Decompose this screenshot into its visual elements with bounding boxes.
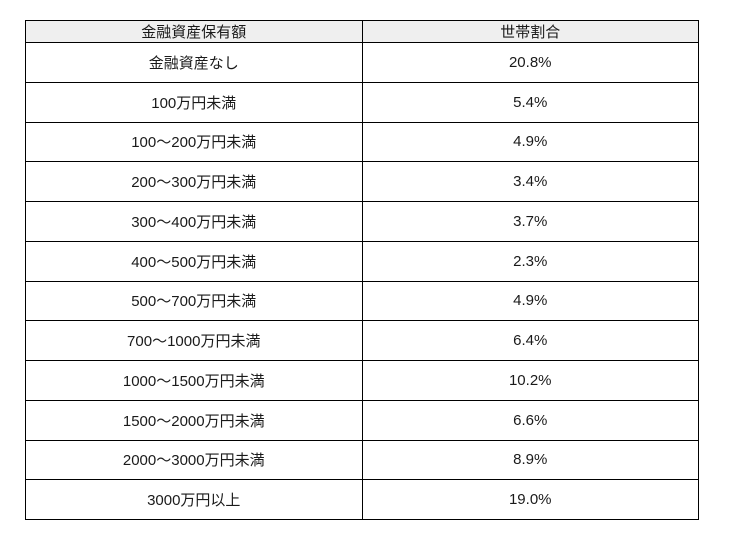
- table-header-row: 金融資産保有額 世帯割合: [25, 20, 699, 43]
- asset-range-cell: 400〜500万円未満: [25, 240, 363, 282]
- table-row: 700〜1000万円未満 6.4%: [25, 320, 699, 361]
- asset-distribution-table: 金融資産保有額 世帯割合 金融資産なし 20.8% 100万円未満 5.4% 100〜2…: [25, 20, 699, 520]
- household-share-cell: 5.4%: [361, 81, 699, 123]
- table-row: 1000〜1500万円未満 10.2%: [25, 360, 699, 401]
- column-header-asset-amount: 金融資産保有額: [25, 20, 363, 43]
- table-row: 1500〜2000万円未満 6.6%: [25, 399, 699, 441]
- table-row: 200〜300万円未満 3.4%: [25, 161, 699, 202]
- column-header-household-share: 世帯割合: [361, 20, 699, 43]
- household-share-cell: 20.8%: [361, 42, 699, 83]
- asset-range-cell: 1500〜2000万円未満: [25, 399, 363, 441]
- table-body: 金融資産なし 20.8% 100万円未満 5.4% 100〜200万円未満 4.9% 200…: [25, 42, 699, 520]
- household-share-cell: 4.9%: [361, 121, 699, 163]
- table-row: 100万円未満 5.4%: [25, 81, 699, 123]
- household-share-cell: 6.4%: [361, 320, 699, 361]
- household-share-cell: 4.9%: [361, 280, 699, 322]
- household-share-cell: 3.7%: [361, 201, 699, 242]
- asset-range-cell: 300〜400万円未満: [25, 201, 363, 242]
- table-row: 100〜200万円未満 4.9%: [25, 121, 699, 163]
- table-row: 3000万円以上 19.0%: [25, 479, 699, 520]
- household-share-cell: 10.2%: [361, 360, 699, 401]
- asset-range-cell: 1000〜1500万円未満: [25, 360, 363, 401]
- household-share-cell: 19.0%: [361, 479, 699, 520]
- household-share-cell: 6.6%: [361, 399, 699, 441]
- household-share-cell: 8.9%: [361, 439, 699, 481]
- asset-range-cell: 700〜1000万円未満: [25, 320, 363, 361]
- table-row: 400〜500万円未満 2.3%: [25, 240, 699, 282]
- table-row: 500〜700万円未満 4.9%: [25, 280, 699, 322]
- asset-range-cell: 3000万円以上: [25, 479, 363, 520]
- table-header: 金融資産保有額 世帯割合: [25, 20, 699, 43]
- asset-range-cell: 100〜200万円未満: [25, 121, 363, 163]
- asset-range-cell: 100万円未満: [25, 81, 363, 123]
- asset-range-cell: 500〜700万円未満: [25, 280, 363, 322]
- asset-range-cell: 200〜300万円未満: [25, 161, 363, 202]
- asset-range-cell: 2000〜3000万円未満: [25, 439, 363, 481]
- table-row: 金融資産なし 20.8%: [25, 42, 699, 83]
- household-share-cell: 2.3%: [361, 240, 699, 282]
- asset-range-cell: 金融資産なし: [25, 42, 363, 83]
- table-row: 300〜400万円未満 3.7%: [25, 201, 699, 242]
- table-row: 2000〜3000万円未満 8.9%: [25, 439, 699, 481]
- household-share-cell: 3.4%: [361, 161, 699, 202]
